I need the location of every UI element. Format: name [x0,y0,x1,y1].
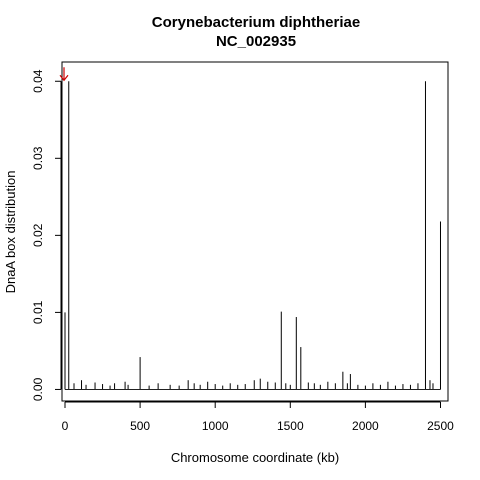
y-tick-label: 0.04 [31,69,45,93]
x-tick-label: 1500 [277,419,304,433]
y-tick-label: 0.00 [31,377,45,401]
y-axis: 0.00 0.01 0.02 0.03 0.04 [31,69,62,401]
y-tick-label: 0.02 [31,223,45,247]
x-tick-label: 0 [62,419,69,433]
x-tick-label: 2500 [427,419,454,433]
y-tick-label: 0.01 [31,300,45,324]
x-tick-label: 1000 [202,419,229,433]
chart-title: Corynebacterium diphtheriae [152,14,360,31]
y-axis-label: DnaA box distribution [3,171,18,294]
chart-subtitle: NC_002935 [216,33,296,50]
x-tick-label: 2000 [352,419,379,433]
y-tick-label: 0.03 [31,146,45,170]
x-axis-label: Chromosome coordinate (kb) [171,450,339,465]
bar-series [64,81,441,390]
plot-area-frame [61,61,449,402]
arrow-head [59,74,69,82]
origin-arrow-annotation [59,67,69,82]
x-axis: 0 500 1000 1500 2000 2500 [62,401,454,433]
x-tick-label: 500 [130,419,150,433]
